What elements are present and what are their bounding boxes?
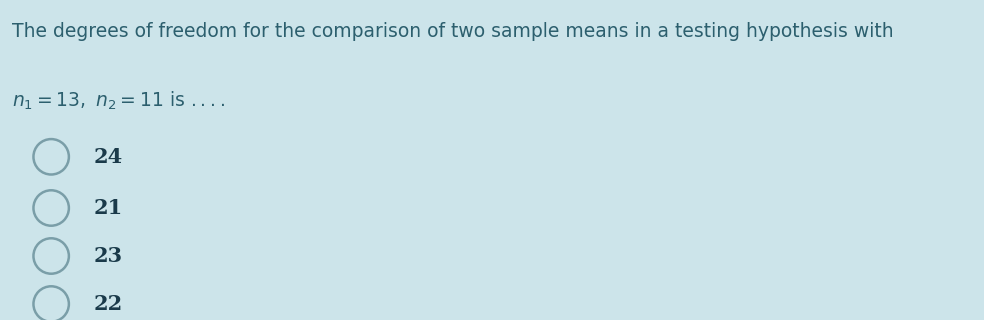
Ellipse shape	[33, 190, 69, 226]
Text: 24: 24	[93, 147, 123, 167]
Ellipse shape	[33, 286, 69, 320]
Ellipse shape	[33, 238, 69, 274]
Text: $n_1 = 13,\ n_2 = 11\ \mathrm{is\ ....}$: $n_1 = 13,\ n_2 = 11\ \mathrm{is\ ....}$	[12, 90, 224, 112]
Ellipse shape	[33, 139, 69, 174]
Text: 21: 21	[93, 198, 123, 218]
Text: 23: 23	[93, 246, 123, 266]
Text: The degrees of freedom for the comparison of two sample means in a testing hypot: The degrees of freedom for the compariso…	[12, 22, 893, 41]
Text: 22: 22	[93, 294, 123, 314]
